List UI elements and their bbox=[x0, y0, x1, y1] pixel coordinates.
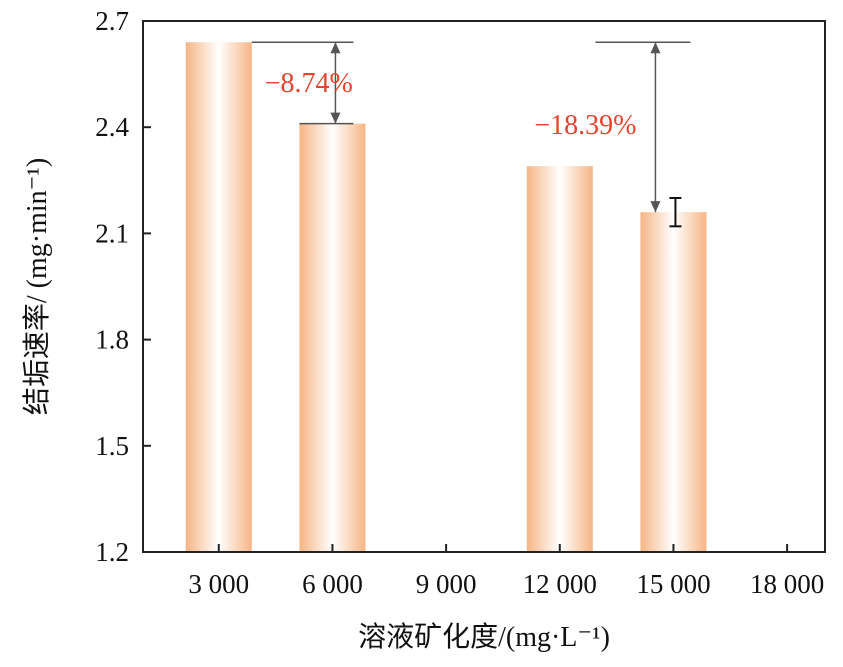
arrow-head bbox=[650, 201, 661, 213]
bars-layer bbox=[185, 42, 707, 553]
annotation-label: −8.74% bbox=[265, 68, 353, 99]
bar bbox=[299, 123, 366, 552]
y-tick-label: 1.8 bbox=[95, 325, 129, 355]
x-tick-label: 15 000 bbox=[636, 569, 710, 599]
x-tick-label: 12 000 bbox=[523, 569, 597, 599]
y-axis-title: 结垢速率/ (mg·min⁻¹) bbox=[21, 158, 53, 415]
arrow-head bbox=[330, 112, 341, 124]
y-tick-label: 1.5 bbox=[95, 431, 129, 461]
bar bbox=[640, 212, 707, 552]
annotation-label: −18.39% bbox=[534, 110, 636, 141]
arrow-head bbox=[330, 42, 341, 54]
y-tick-label: 2.1 bbox=[95, 218, 129, 248]
x-axis-title: 溶液矿化度/(mg·L⁻¹) bbox=[358, 621, 610, 653]
bar bbox=[185, 42, 252, 553]
y-tick-label: 1.2 bbox=[95, 537, 129, 567]
y-tick-label: 2.7 bbox=[95, 6, 129, 36]
x-tick-label: 6 000 bbox=[302, 569, 363, 599]
x-tick-label: 3 000 bbox=[188, 569, 249, 599]
x-tick-label: 18 000 bbox=[750, 569, 824, 599]
y-tick-label: 2.4 bbox=[95, 112, 129, 142]
plot-frame bbox=[142, 20, 826, 553]
annotations-layer: −8.74% −18.39% bbox=[251, 41, 691, 213]
bar bbox=[526, 166, 593, 552]
arrow-head bbox=[650, 42, 661, 54]
x-tick-label: 9 000 bbox=[416, 569, 477, 599]
ticks-layer: 1.2 1.5 1.8 2.1 2.4 2.7 3 000 6 000 9 000 12 000 1… bbox=[95, 6, 824, 599]
